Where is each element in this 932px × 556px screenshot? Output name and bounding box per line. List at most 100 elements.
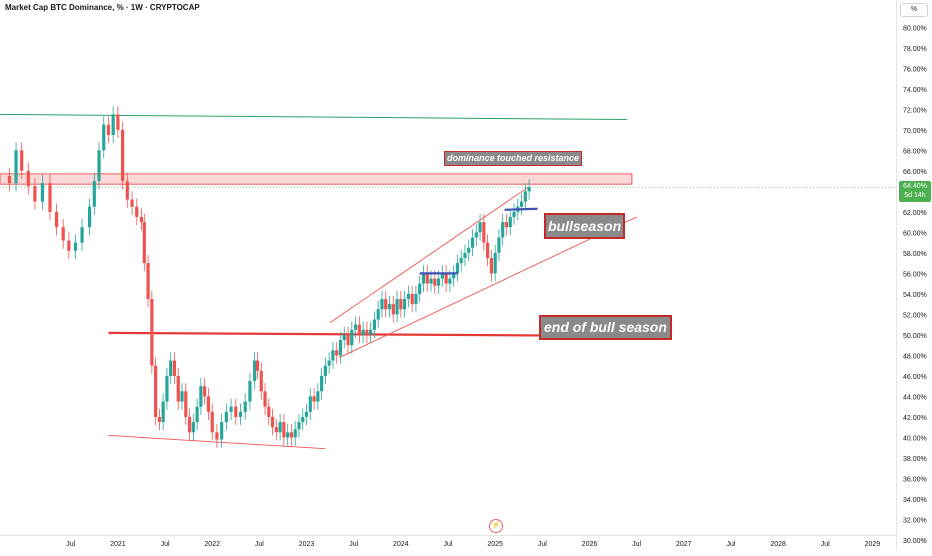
annotation-bullseason[interactable]: bullseason bbox=[544, 213, 626, 239]
candle-body bbox=[527, 187, 531, 192]
x-tick-label: Jul bbox=[349, 541, 358, 548]
x-tick-label: 2027 bbox=[676, 541, 692, 548]
candle-body bbox=[169, 360, 173, 376]
candle-body bbox=[323, 365, 327, 376]
candle-body bbox=[26, 170, 30, 187]
candle bbox=[199, 377, 203, 415]
candle bbox=[139, 208, 144, 231]
candle bbox=[33, 178, 37, 210]
candle bbox=[365, 321, 369, 344]
candle bbox=[391, 295, 395, 323]
candle bbox=[238, 403, 243, 426]
candle-body bbox=[414, 293, 418, 305]
candle bbox=[455, 254, 460, 282]
candle bbox=[478, 213, 482, 241]
x-tick-label: 2023 bbox=[299, 541, 315, 548]
candle bbox=[106, 116, 111, 144]
candle bbox=[467, 239, 471, 262]
candle bbox=[135, 198, 139, 226]
candle-body bbox=[243, 401, 247, 412]
price-axis[interactable]: 30.00% 32.00% 34.00% 36.00% 38.00% 40.00% 42.0… bbox=[896, 0, 932, 550]
candle-body bbox=[238, 411, 243, 417]
tradingview-logo-icon[interactable]: ⚡ bbox=[489, 519, 503, 533]
y-tick-label: 78.00% bbox=[903, 46, 927, 53]
chart-title: Market Cap BTC Dominance, % · 1W · CRYPT… bbox=[5, 3, 200, 12]
candle bbox=[248, 372, 252, 410]
candle bbox=[312, 388, 316, 410]
candle bbox=[508, 208, 512, 236]
x-tick-label: 2021 bbox=[110, 541, 126, 548]
candle bbox=[97, 142, 101, 190]
time-axis[interactable]: Jul 2021 Jul 2022 Jul 2023 Jul 2024 Jul 2025 Jul 20… bbox=[0, 535, 896, 551]
y-tick-label: 48.00% bbox=[903, 353, 927, 360]
candle-body bbox=[391, 304, 395, 315]
candle bbox=[444, 265, 448, 292]
candle-body bbox=[270, 416, 275, 428]
candle bbox=[263, 383, 267, 415]
channel-lower-line bbox=[339, 216, 637, 358]
candle-body bbox=[286, 432, 290, 438]
candle bbox=[489, 249, 493, 282]
candle bbox=[20, 142, 24, 180]
chart-area[interactable] bbox=[0, 0, 896, 535]
candle-body bbox=[61, 227, 65, 241]
x-tick-label: 2029 bbox=[865, 541, 881, 548]
candle bbox=[440, 265, 444, 287]
candle-body bbox=[130, 199, 134, 207]
candle-body bbox=[146, 263, 150, 300]
candle bbox=[320, 367, 324, 400]
candle-body bbox=[346, 334, 350, 346]
candle bbox=[501, 213, 505, 246]
candle-body bbox=[440, 273, 444, 279]
candle-body bbox=[519, 201, 524, 207]
price-chart[interactable] bbox=[0, 0, 896, 535]
y-tick-label: 62.00% bbox=[903, 210, 927, 217]
candle-body bbox=[14, 150, 18, 184]
blue-marker-2 bbox=[504, 207, 538, 211]
candle-body bbox=[312, 396, 316, 402]
candle-body bbox=[452, 273, 456, 279]
candle-body bbox=[157, 416, 161, 423]
y-tick-label: 40.00% bbox=[903, 435, 927, 442]
candle bbox=[399, 290, 403, 318]
candle bbox=[384, 290, 388, 318]
candle-body bbox=[406, 293, 410, 300]
candle bbox=[157, 408, 161, 431]
candle bbox=[297, 413, 301, 438]
candle-body bbox=[444, 273, 448, 284]
y-tick-label: 32.00% bbox=[903, 517, 927, 524]
candle-body bbox=[399, 299, 403, 310]
candle bbox=[380, 290, 384, 318]
candle-body bbox=[410, 293, 414, 305]
candle-body bbox=[327, 360, 331, 366]
candle-body bbox=[331, 350, 335, 361]
candle bbox=[395, 290, 399, 323]
candle-body bbox=[497, 237, 501, 253]
candle-body bbox=[353, 324, 358, 330]
unit-button[interactable]: % bbox=[900, 3, 928, 17]
x-tick-label: Jul bbox=[255, 541, 264, 548]
candle-body bbox=[121, 129, 125, 182]
candle bbox=[61, 219, 65, 249]
candle bbox=[54, 203, 59, 236]
candle bbox=[210, 403, 214, 441]
candle bbox=[215, 424, 219, 448]
candle-body bbox=[470, 237, 475, 248]
candle-body bbox=[40, 183, 45, 202]
candle bbox=[259, 362, 263, 400]
candle-body bbox=[54, 211, 59, 228]
candle bbox=[425, 265, 429, 292]
candle bbox=[497, 229, 501, 262]
candle-body bbox=[92, 181, 96, 207]
annotation-resistance[interactable]: dominance touched resistance bbox=[444, 151, 583, 166]
annotation-end-bull-season[interactable]: end of bull season bbox=[539, 315, 672, 340]
candle bbox=[176, 367, 180, 410]
candle-body bbox=[493, 252, 497, 274]
candle-body bbox=[395, 299, 399, 315]
candle-body bbox=[165, 375, 169, 402]
candle-body bbox=[229, 406, 233, 412]
y-tick-label: 44.00% bbox=[903, 394, 927, 401]
candle bbox=[234, 398, 238, 426]
green-horizontal-line bbox=[0, 113, 628, 121]
candle-body bbox=[320, 375, 324, 392]
